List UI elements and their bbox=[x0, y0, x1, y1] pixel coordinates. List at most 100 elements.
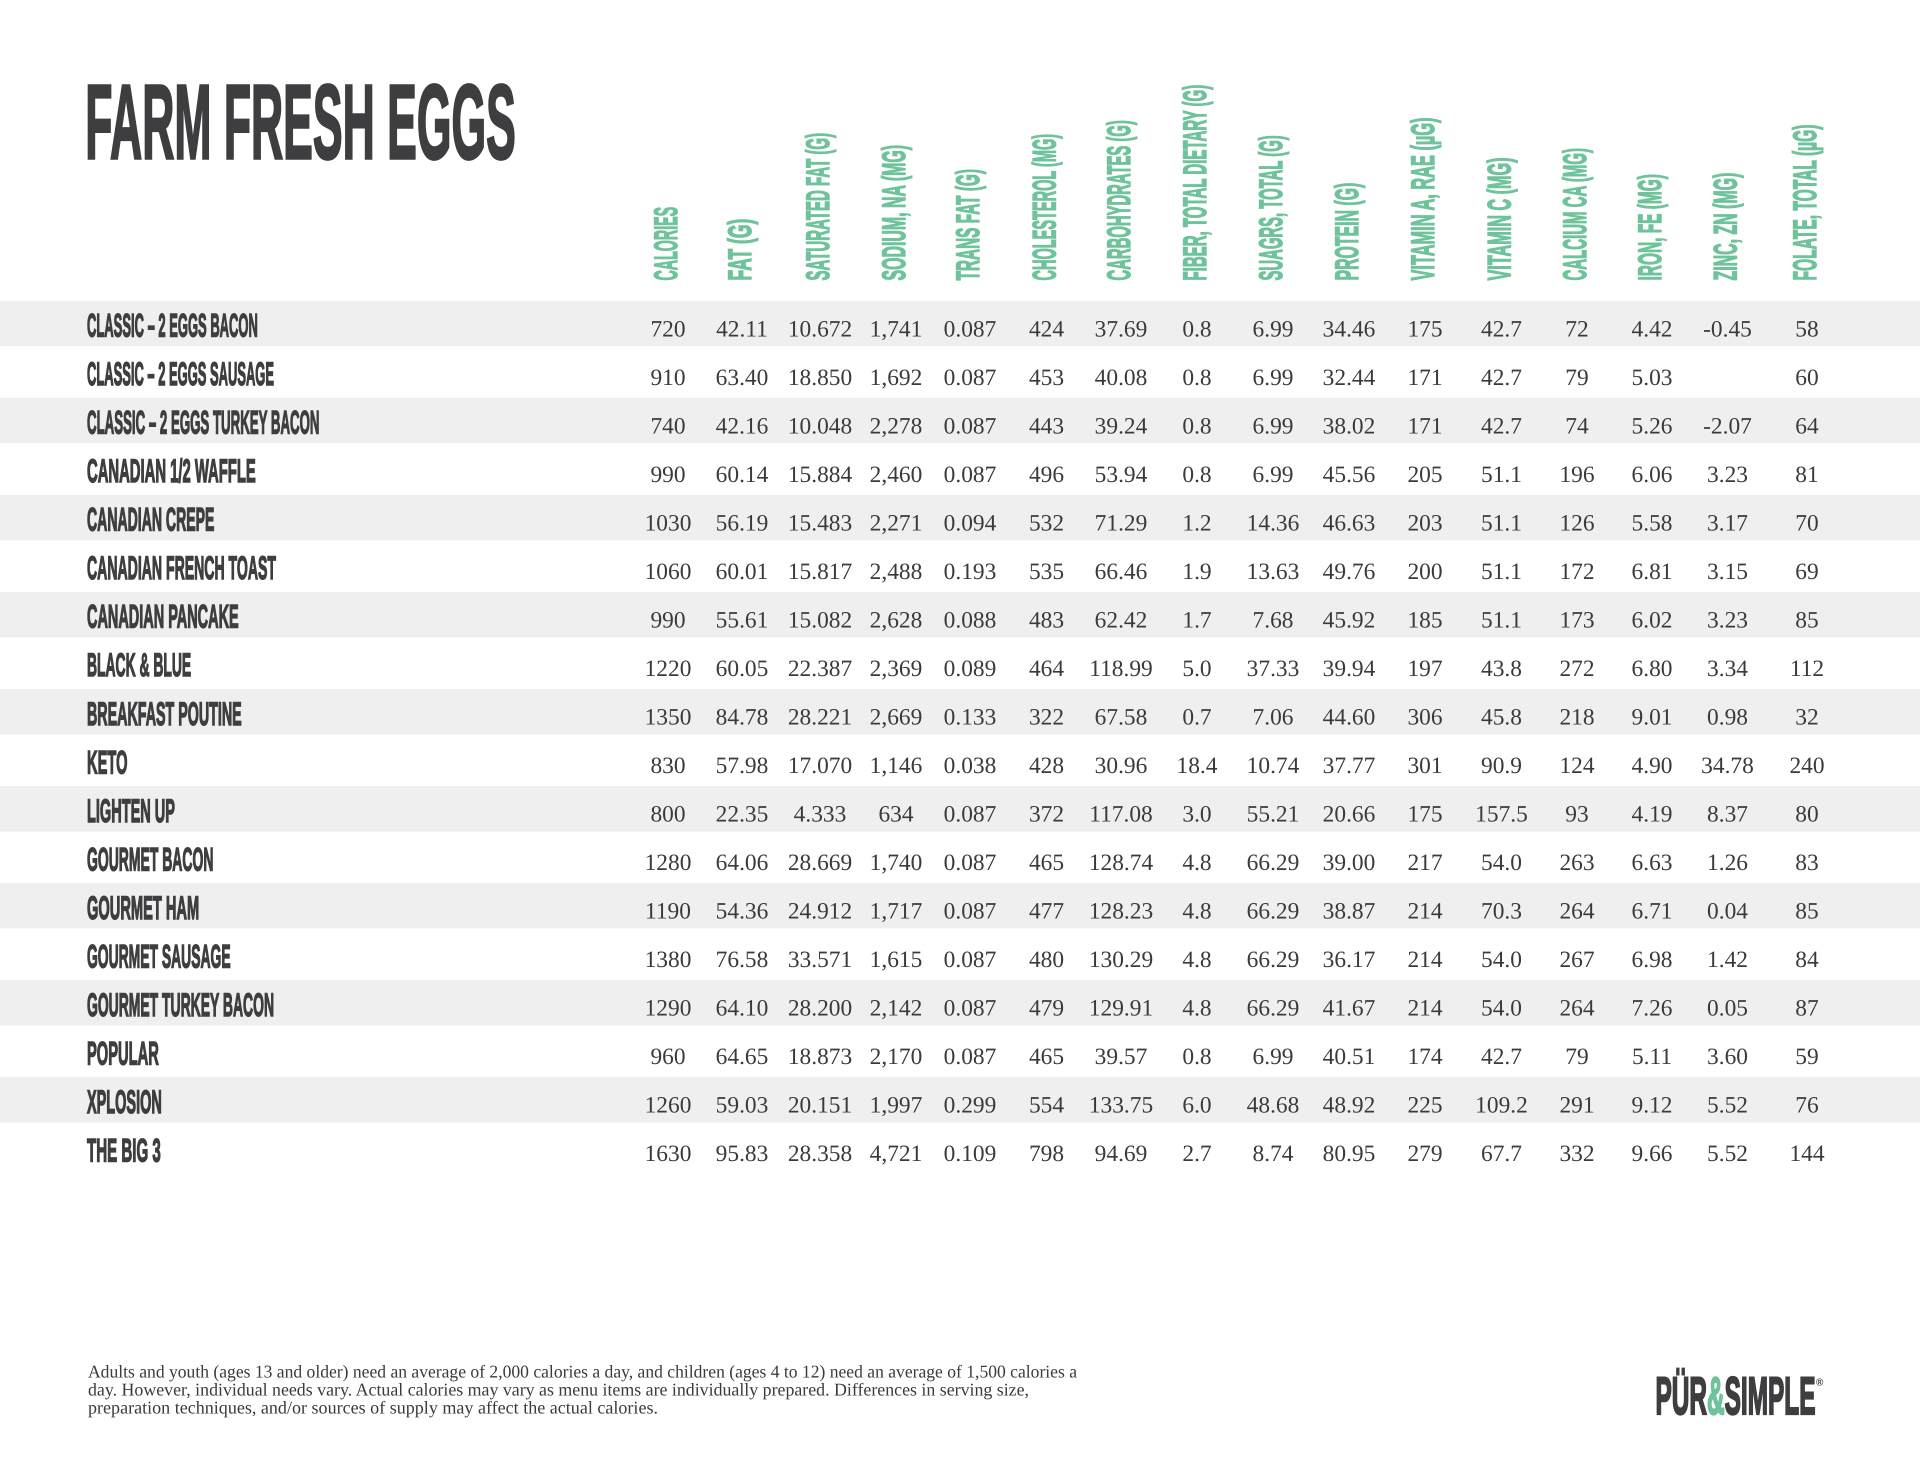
svg-text:8.37: 8.37 bbox=[1707, 802, 1748, 828]
svg-text:464: 464 bbox=[1029, 656, 1064, 682]
svg-text:®: ® bbox=[1816, 1378, 1824, 1389]
svg-text:39.94: 39.94 bbox=[1323, 656, 1376, 682]
svg-text:479: 479 bbox=[1029, 996, 1064, 1022]
svg-text:42.7: 42.7 bbox=[1481, 1044, 1522, 1070]
svg-text:1,740: 1,740 bbox=[870, 850, 923, 876]
svg-text:443: 443 bbox=[1029, 413, 1064, 439]
svg-text:85: 85 bbox=[1795, 899, 1818, 925]
svg-text:2,628: 2,628 bbox=[870, 608, 923, 634]
svg-text:55.61: 55.61 bbox=[716, 608, 769, 634]
svg-text:9.01: 9.01 bbox=[1632, 705, 1673, 731]
svg-text:4.8: 4.8 bbox=[1182, 947, 1211, 973]
svg-text:38.87: 38.87 bbox=[1323, 899, 1376, 925]
svg-text:37.33: 37.33 bbox=[1247, 656, 1300, 682]
svg-text:66.29: 66.29 bbox=[1247, 996, 1300, 1022]
svg-text:44.60: 44.60 bbox=[1323, 705, 1376, 731]
svg-text:IRON, FE (MG): IRON, FE (MG) bbox=[1631, 174, 1668, 280]
svg-text:5.58: 5.58 bbox=[1632, 511, 1673, 537]
svg-text:0.8: 0.8 bbox=[1182, 365, 1211, 391]
svg-text:0.087: 0.087 bbox=[944, 462, 997, 488]
svg-text:9.66: 9.66 bbox=[1632, 1141, 1673, 1167]
svg-text:124: 124 bbox=[1559, 753, 1594, 779]
svg-text:2,142: 2,142 bbox=[870, 996, 923, 1022]
svg-text:3.17: 3.17 bbox=[1707, 511, 1748, 537]
svg-text:477: 477 bbox=[1029, 899, 1064, 925]
svg-text:200: 200 bbox=[1407, 559, 1442, 585]
svg-text:5.11: 5.11 bbox=[1632, 1044, 1672, 1070]
svg-text:8.74: 8.74 bbox=[1253, 1141, 1294, 1167]
svg-text:BLACK & BLUE: BLACK & BLUE bbox=[87, 646, 191, 683]
svg-text:174: 174 bbox=[1407, 1044, 1442, 1070]
svg-text:263: 263 bbox=[1559, 850, 1594, 876]
svg-text:6.0: 6.0 bbox=[1182, 1093, 1211, 1119]
svg-text:48.92: 48.92 bbox=[1323, 1093, 1376, 1119]
svg-text:130.29: 130.29 bbox=[1089, 947, 1153, 973]
svg-text:554: 554 bbox=[1029, 1093, 1064, 1119]
svg-text:71.29: 71.29 bbox=[1095, 511, 1148, 537]
svg-text:6.63: 6.63 bbox=[1632, 850, 1673, 876]
svg-text:40.51: 40.51 bbox=[1323, 1044, 1376, 1070]
svg-text:2,271: 2,271 bbox=[870, 511, 923, 537]
svg-text:60.05: 60.05 bbox=[716, 656, 769, 682]
svg-text:30.96: 30.96 bbox=[1095, 753, 1148, 779]
svg-text:28.669: 28.669 bbox=[788, 850, 852, 876]
svg-text:KETO: KETO bbox=[87, 743, 128, 780]
svg-text:42.16: 42.16 bbox=[716, 413, 769, 439]
svg-text:1.26: 1.26 bbox=[1707, 850, 1748, 876]
svg-text:54.36: 54.36 bbox=[716, 899, 769, 925]
svg-text:990: 990 bbox=[650, 462, 685, 488]
svg-text:15.082: 15.082 bbox=[788, 608, 852, 634]
svg-text:798: 798 bbox=[1029, 1141, 1064, 1167]
svg-text:10.74: 10.74 bbox=[1247, 753, 1300, 779]
svg-text:CALCIUM CA (MG): CALCIUM CA (MG) bbox=[1556, 148, 1593, 281]
svg-text:1,997: 1,997 bbox=[870, 1093, 923, 1119]
svg-text:217: 217 bbox=[1407, 850, 1442, 876]
svg-text:1,717: 1,717 bbox=[870, 899, 923, 925]
svg-text:0.7: 0.7 bbox=[1182, 705, 1212, 731]
svg-text:112: 112 bbox=[1790, 656, 1824, 682]
svg-text:CANADIAN FRENCH TOAST: CANADIAN FRENCH TOAST bbox=[87, 549, 276, 586]
svg-text:GOURMET SAUSAGE: GOURMET SAUSAGE bbox=[87, 937, 231, 974]
svg-text:0.094: 0.094 bbox=[944, 511, 997, 537]
svg-text:80.95: 80.95 bbox=[1323, 1141, 1376, 1167]
svg-text:1,615: 1,615 bbox=[870, 947, 923, 973]
svg-text:144: 144 bbox=[1789, 1141, 1824, 1167]
svg-text:535: 535 bbox=[1029, 559, 1064, 585]
svg-text:740: 740 bbox=[650, 413, 685, 439]
svg-text:332: 332 bbox=[1559, 1141, 1594, 1167]
svg-text:76.58: 76.58 bbox=[716, 947, 769, 973]
svg-text:6.98: 6.98 bbox=[1632, 947, 1673, 973]
svg-text:465: 465 bbox=[1029, 1044, 1064, 1070]
svg-text:54.0: 54.0 bbox=[1481, 850, 1522, 876]
svg-text:FARM FRESH EGGS: FARM FRESH EGGS bbox=[85, 63, 516, 181]
svg-text:66.29: 66.29 bbox=[1247, 899, 1300, 925]
svg-text:109.2: 109.2 bbox=[1475, 1093, 1528, 1119]
svg-text:6.99: 6.99 bbox=[1253, 365, 1294, 391]
svg-text:POPULAR: POPULAR bbox=[87, 1034, 159, 1071]
svg-text:14.36: 14.36 bbox=[1247, 511, 1300, 537]
svg-text:0.087: 0.087 bbox=[944, 850, 997, 876]
svg-text:830: 830 bbox=[650, 753, 685, 779]
svg-text:64: 64 bbox=[1795, 413, 1819, 439]
svg-text:64.10: 64.10 bbox=[716, 996, 769, 1022]
svg-text:64.06: 64.06 bbox=[716, 850, 769, 876]
svg-text:-0.45: -0.45 bbox=[1703, 316, 1752, 342]
svg-text:2,278: 2,278 bbox=[870, 413, 923, 439]
svg-text:66.29: 66.29 bbox=[1247, 850, 1300, 876]
svg-text:0.087: 0.087 bbox=[944, 365, 997, 391]
svg-text:34.46: 34.46 bbox=[1323, 316, 1376, 342]
svg-text:6.99: 6.99 bbox=[1253, 316, 1294, 342]
svg-text:0.8: 0.8 bbox=[1182, 316, 1211, 342]
svg-text:4.42: 4.42 bbox=[1632, 316, 1673, 342]
svg-text:157.5: 157.5 bbox=[1475, 802, 1528, 828]
svg-text:28.221: 28.221 bbox=[788, 705, 852, 731]
svg-text:1,146: 1,146 bbox=[870, 753, 923, 779]
svg-text:39.57: 39.57 bbox=[1095, 1044, 1148, 1070]
svg-text:128.74: 128.74 bbox=[1089, 850, 1154, 876]
svg-text:79: 79 bbox=[1565, 1044, 1588, 1070]
svg-text:37.69: 37.69 bbox=[1095, 316, 1148, 342]
svg-text:264: 264 bbox=[1559, 996, 1594, 1022]
svg-text:ZINC, ZN (MG): ZINC, ZN (MG) bbox=[1707, 173, 1744, 281]
svg-text:225: 225 bbox=[1407, 1093, 1442, 1119]
svg-text:18.873: 18.873 bbox=[788, 1044, 852, 1070]
